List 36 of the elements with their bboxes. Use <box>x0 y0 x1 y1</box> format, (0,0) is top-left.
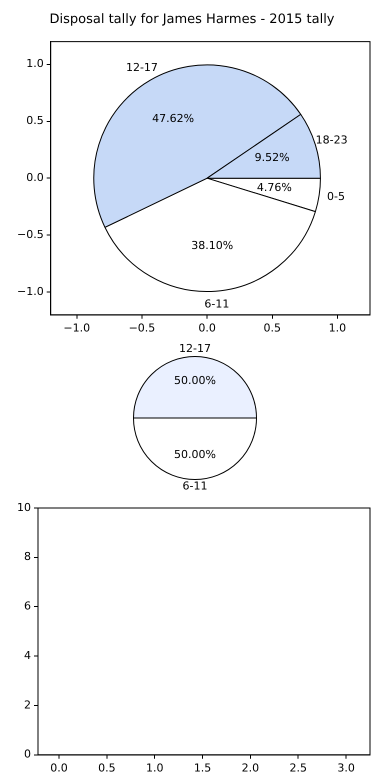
chart-title: Disposal tally for James Harmes - 2015 tally <box>49 12 335 28</box>
x-tick-label: 1.5 <box>194 761 212 774</box>
data-label: 4.76% <box>256 181 292 194</box>
x-tick-label: 1.0 <box>328 321 346 334</box>
x-tick-label: 2.5 <box>289 761 307 774</box>
y-tick-label: 0.5 <box>26 114 44 128</box>
x-tick-label: 0.0 <box>50 761 68 774</box>
x-tick-label: 0.0 <box>198 321 216 334</box>
data-label: 9.52% <box>254 151 290 164</box>
data-label: 50.00% <box>174 374 216 387</box>
x-tick-label: 0.5 <box>264 321 282 334</box>
x-tick-label: 3.0 <box>337 761 355 774</box>
y-tick-label: 2 <box>24 698 31 712</box>
y-tick-label: 8 <box>24 550 31 564</box>
x-tick-label: −0.5 <box>128 321 156 334</box>
slice-label: 18-23 <box>316 134 348 147</box>
x-tick-label: 1.0 <box>146 761 164 774</box>
y-tick-label: 1.0 <box>26 57 44 70</box>
x-tick-label: −1.0 <box>63 321 90 334</box>
data-label: 38.10% <box>191 238 234 252</box>
y-tick-label: 0 <box>24 748 31 761</box>
x-tick-label: 0.5 <box>98 761 116 774</box>
y-tick-label: −0.5 <box>16 228 44 241</box>
y-tick-label: 0.0 <box>26 171 44 184</box>
data-label: 50.00% <box>174 448 216 461</box>
x-tick-label: 2.0 <box>242 761 260 774</box>
data-label: 47.62% <box>152 112 194 126</box>
y-tick-label: −1.0 <box>16 284 44 298</box>
slice-label: 6-11 <box>204 298 230 311</box>
slice-label: 12-17 <box>126 61 158 74</box>
slice-label: 12-17 <box>179 342 211 355</box>
y-tick-label: 10 <box>16 500 31 514</box>
slice-label: 6-11 <box>182 480 208 493</box>
slice-label: 0-5 <box>326 190 345 203</box>
y-tick-label: 6 <box>24 600 31 613</box>
y-tick-label: 4 <box>24 648 31 662</box>
